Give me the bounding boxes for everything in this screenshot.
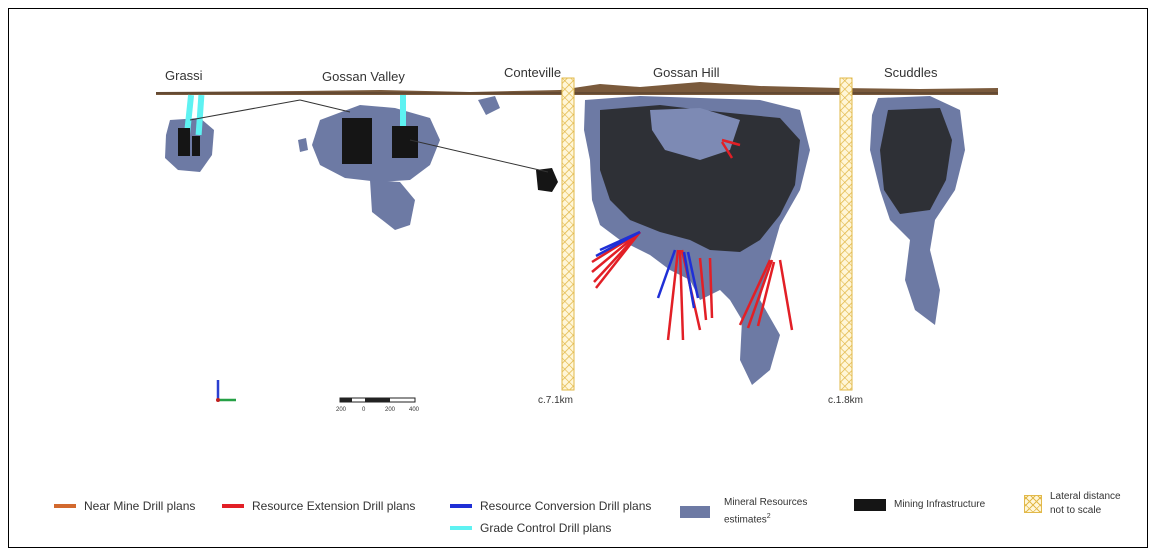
infrastructure-declines (189, 99, 549, 173)
legend-label-line2: not to scale (1050, 505, 1102, 516)
site-label-gossan-valley: Gossan Valley (322, 69, 405, 84)
grade-control-drill (195, 94, 205, 136)
scale-tick-label: 0 (362, 407, 366, 413)
site-label-scuddles: Scuddles (884, 65, 938, 80)
mineral-resource-shape (650, 108, 740, 160)
mining-infrastructure-zone (880, 108, 952, 214)
scale-tick-label: 400 (409, 407, 420, 413)
legend-label: Resource Extension Drill plans (252, 499, 416, 513)
distance-label-conteville: c.7.1km (538, 395, 574, 406)
scuddles-orebody (870, 96, 965, 325)
scale-tick-label: 200 (336, 407, 347, 413)
legend-swatch-mineral-resources (680, 505, 710, 518)
mineral-resource-shape (370, 180, 415, 230)
mining-infrastructure-block (392, 126, 418, 158)
distance-label-scuddles: c.1.8km (828, 395, 864, 406)
legend-resource-conversion: Resource Conversion Drill plans (450, 499, 651, 513)
gossan-hill-orebody (584, 96, 810, 385)
legend-mineral-resources: Mineral Resources estimates2 (680, 496, 807, 527)
lateral-distance-marker-overlay (840, 78, 852, 390)
legend-swatch-resource-extension (222, 504, 244, 508)
legend-near-mine: Near Mine Drill plans (54, 499, 195, 513)
mining-infrastructure-block (192, 136, 200, 156)
mineral-resource-shape (478, 96, 500, 115)
legend-swatch-lateral-distance (1024, 495, 1042, 513)
lateral-distance-marker-overlay (562, 78, 574, 390)
mining-infrastructure-block (536, 168, 558, 192)
legend-footnote-marker: 2 (766, 513, 771, 520)
legend-mining-infrastructure: Mining Infrastructure (854, 498, 985, 512)
mining-infrastructure-block (342, 118, 372, 164)
figure-frame (8, 8, 1148, 548)
legend-label-line1: Mineral Resources (724, 497, 808, 508)
gossan-valley-orebody (298, 95, 440, 230)
legend-label: Mining Infrastructure (894, 499, 986, 510)
legend-label: Lateral distance not to scale (1050, 490, 1121, 518)
site-label-conteville: Conteville (504, 65, 562, 80)
conteville-orebody (478, 96, 558, 192)
mineral-resource-shape (312, 105, 440, 182)
scale-tick-label: 200 (385, 407, 396, 413)
legend-swatch-mining-infrastructure (854, 499, 886, 511)
grassi-orebody (165, 94, 214, 172)
legend-label-line2: estimates (724, 514, 767, 526)
resource-conversion-drills (595, 230, 700, 309)
mining-infrastructure-block (178, 128, 190, 156)
legend-lateral-distance: Lateral distance not to scale (1024, 490, 1121, 518)
site-label-gossan-hill: Gossan Hill (653, 65, 720, 80)
grade-control-drill (400, 95, 406, 130)
legend-swatch-near-mine (54, 504, 76, 508)
legend-label-line1: Lateral distance (1050, 491, 1121, 502)
mineral-resource-shape (298, 138, 308, 152)
scale-bar (339, 397, 416, 403)
mining-infrastructure-zone (600, 105, 800, 252)
site-label-grassi: Grassi (165, 68, 203, 83)
surface-topography (156, 82, 998, 95)
legend-swatch-grade-control (450, 526, 472, 530)
long-section-diagram (156, 77, 998, 403)
legend-label: Mineral Resources estimates2 (724, 496, 807, 527)
legend-label: Grade Control Drill plans (480, 521, 612, 535)
legend-swatch-resource-conversion (450, 504, 472, 508)
legend-resource-extension: Resource Extension Drill plans (222, 499, 415, 513)
legend-grade-control: Grade Control Drill plans (450, 521, 611, 535)
axis-indicator (216, 380, 236, 402)
legend-label: Resource Conversion Drill plans (480, 499, 652, 513)
legend-label: Near Mine Drill plans (84, 499, 196, 513)
grade-control-drill (183, 94, 195, 136)
